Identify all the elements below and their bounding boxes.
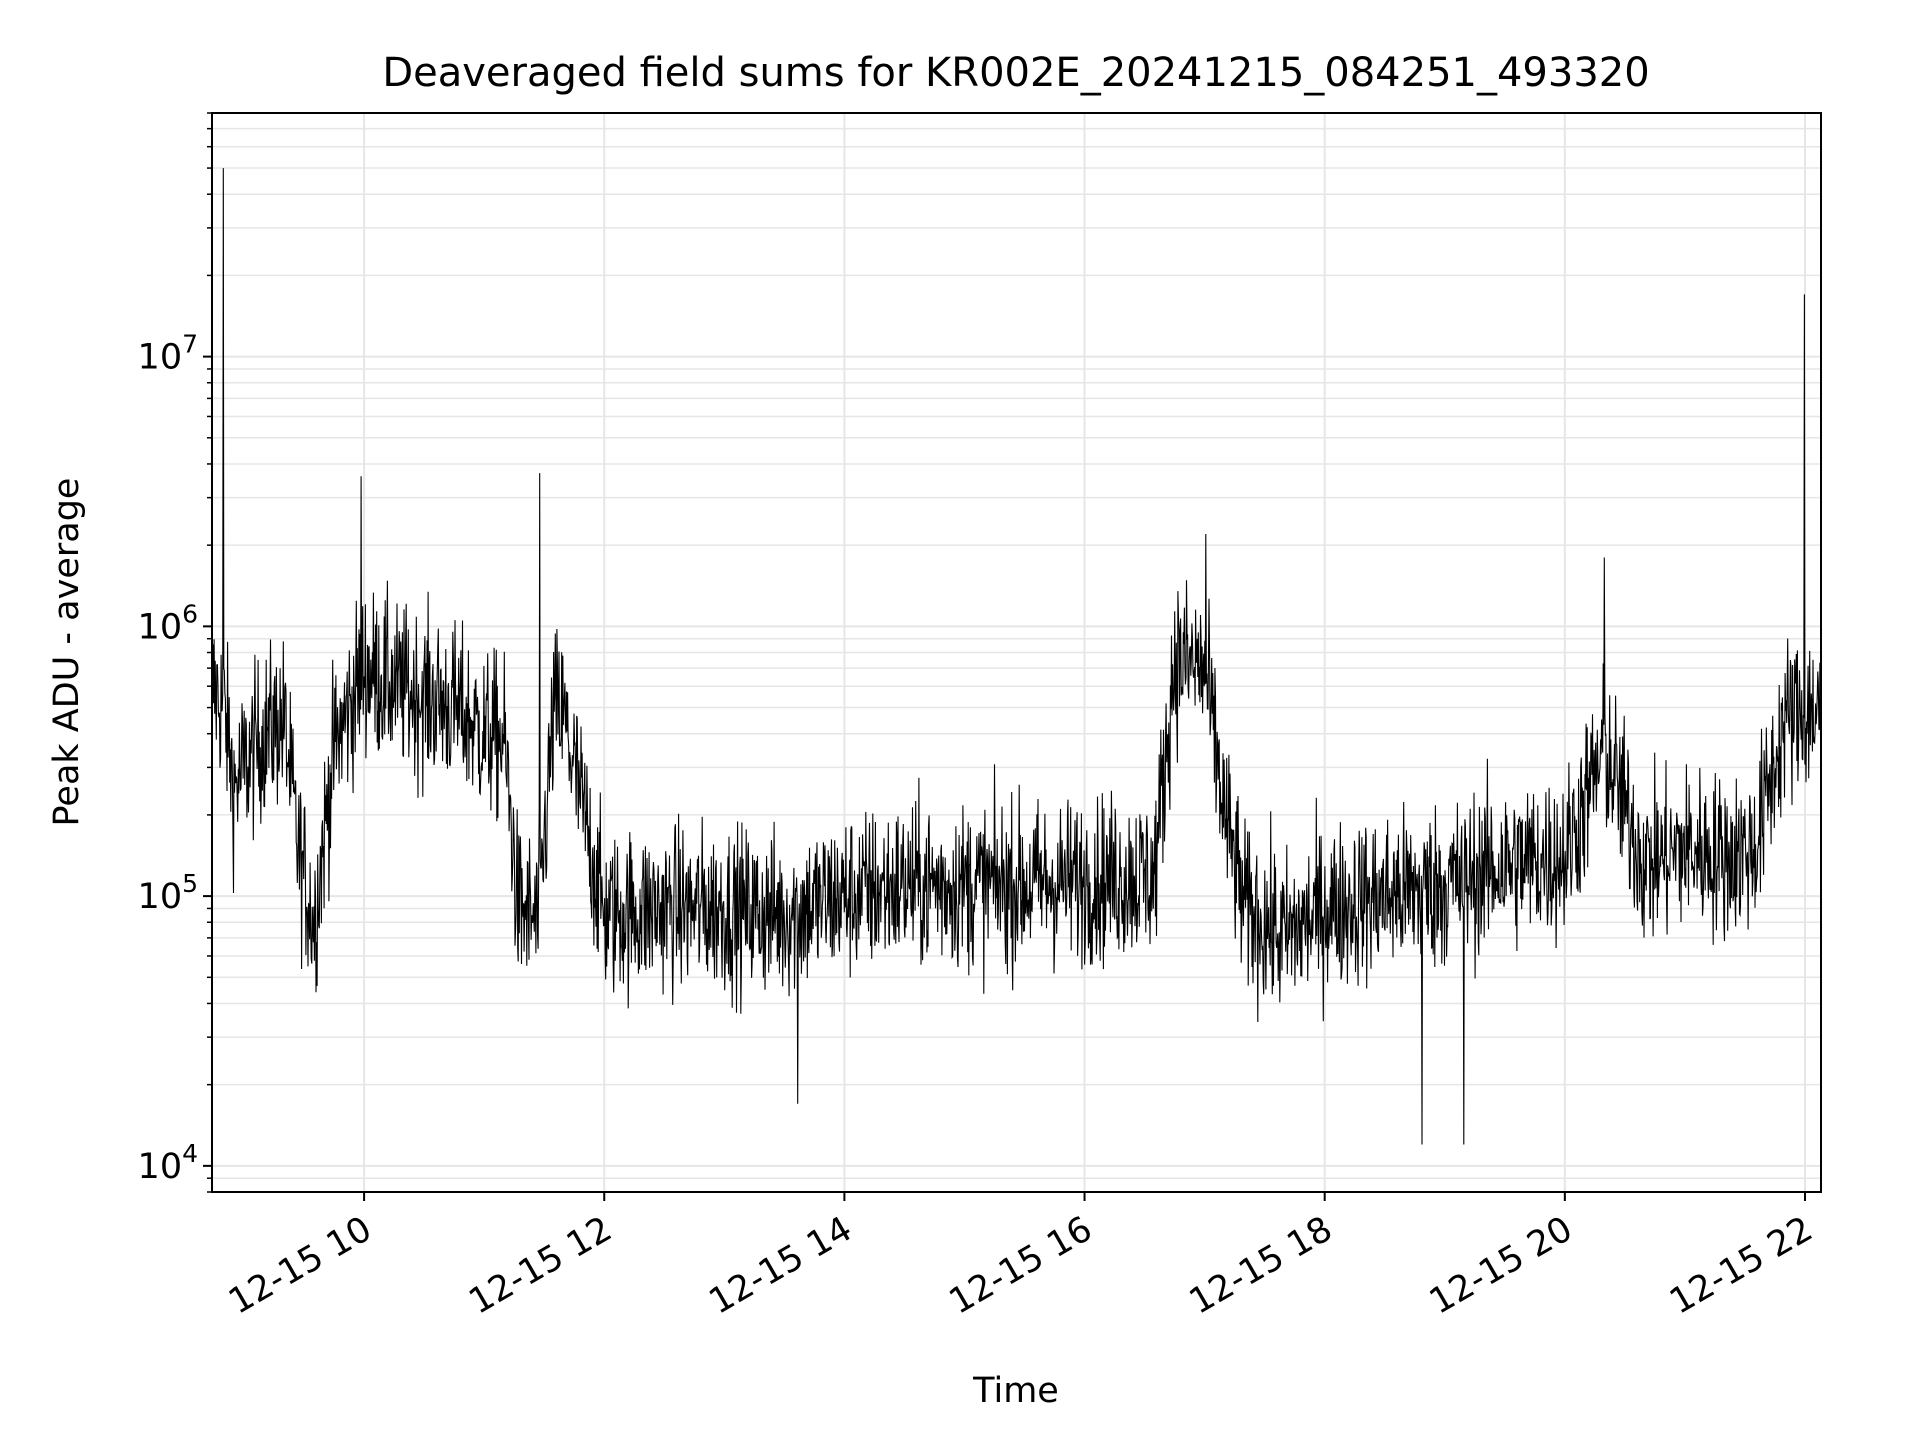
- y-tick-label-base: 10: [138, 877, 183, 917]
- y-tick-label-exponent: 6: [182, 599, 198, 628]
- y-tick-label-base: 10: [138, 338, 183, 378]
- chart-title: Deaveraged field sums for KR002E_2024121…: [382, 50, 1649, 96]
- y-tick-label-base: 10: [138, 607, 183, 647]
- y-tick-label: 104: [138, 1139, 198, 1187]
- series-layer: [211, 168, 1822, 1145]
- grid-layer: [212, 112, 1821, 1193]
- y-tick-label-exponent: 4: [182, 1139, 198, 1168]
- y-tick-label-exponent: 7: [182, 330, 198, 359]
- y-tick-label-exponent: 5: [182, 869, 198, 898]
- y-tick-label-base: 10: [138, 1147, 183, 1187]
- y-tick-label: 107: [138, 330, 198, 378]
- y-axis-label: Peak ADU - average: [47, 478, 87, 827]
- y-tick-label: 106: [138, 599, 198, 647]
- series-line: [211, 168, 1822, 1145]
- x-axis-label: Time: [972, 1371, 1059, 1411]
- y-tick-label: 105: [138, 869, 198, 917]
